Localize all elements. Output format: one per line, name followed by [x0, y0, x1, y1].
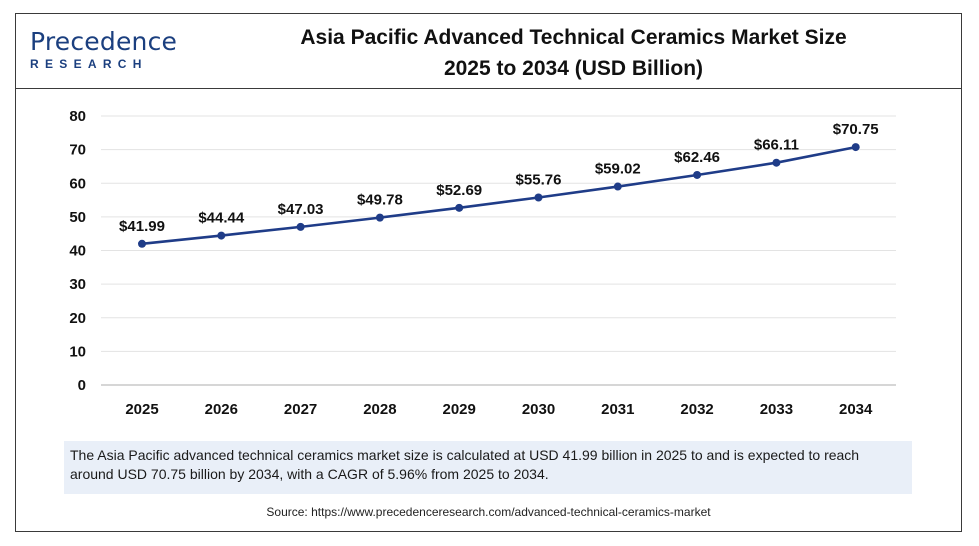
x-tick-label: 2028	[363, 401, 396, 418]
data-label: $55.76	[516, 172, 562, 189]
x-tick-label: 2025	[125, 401, 158, 418]
y-tick-label: 0	[78, 377, 86, 394]
data-point	[455, 203, 464, 212]
data-point	[613, 182, 622, 191]
source-line: Source: https://www.precedenceresearch.c…	[266, 505, 711, 519]
header: Precedence RESEARCH Asia Pacific Advance…	[16, 14, 961, 89]
x-tick-label: 2032	[680, 401, 713, 418]
x-tick-label: 2030	[522, 401, 555, 418]
series-line	[141, 145, 856, 246]
x-tick-label: 2027	[284, 401, 317, 418]
x-tick-label: 2031	[601, 401, 634, 418]
data-point	[772, 158, 781, 167]
data-label: $70.75	[833, 121, 879, 138]
y-tick-label: 60	[69, 175, 86, 192]
y-tick-label: 50	[69, 209, 86, 226]
data-label: $41.99	[119, 218, 165, 235]
y-tick-label: 20	[69, 310, 86, 327]
chart-frame: Precedence RESEARCH Asia Pacific Advance…	[15, 13, 962, 532]
data-point	[296, 222, 305, 231]
x-tick-label: 2026	[205, 401, 238, 418]
x-tick-label: 2034	[839, 401, 873, 418]
data-point	[217, 231, 226, 240]
summary-note: The Asia Pacific advanced technical cera…	[64, 441, 912, 494]
chart-title: Asia Pacific Advanced Technical Ceramics…	[216, 22, 931, 84]
data-point	[375, 213, 384, 222]
data-label: $44.44	[198, 210, 245, 227]
data-point	[851, 143, 860, 152]
logo-wordmark: Precedence	[30, 27, 178, 56]
y-tick-label: 10	[69, 343, 86, 360]
data-label: $52.69	[436, 182, 482, 199]
y-tick-label: 80	[69, 108, 86, 125]
logo-subtitle: RESEARCH	[30, 57, 148, 71]
data-label: $59.02	[595, 161, 641, 178]
y-tick-label: 30	[69, 276, 86, 293]
chart-title-line-2: 2025 to 2034 (USD Billion)	[443, 57, 704, 80]
data-label: $62.46	[674, 149, 720, 166]
data-point	[693, 170, 702, 179]
data-label: $66.11	[754, 137, 799, 154]
y-tick-label: 70	[69, 142, 86, 159]
data-point	[534, 193, 543, 202]
data-label: $47.03	[278, 201, 324, 218]
x-tick-label: 2029	[443, 401, 476, 418]
x-tick-label: 2033	[760, 401, 793, 418]
chart-title-line-1: Asia Pacific Advanced Technical Ceramics…	[300, 26, 847, 49]
y-tick-label: 40	[69, 243, 86, 260]
precedence-research-logo: Precedence RESEARCH	[30, 29, 180, 79]
data-point	[138, 239, 146, 248]
data-label: $49.78	[357, 192, 403, 209]
